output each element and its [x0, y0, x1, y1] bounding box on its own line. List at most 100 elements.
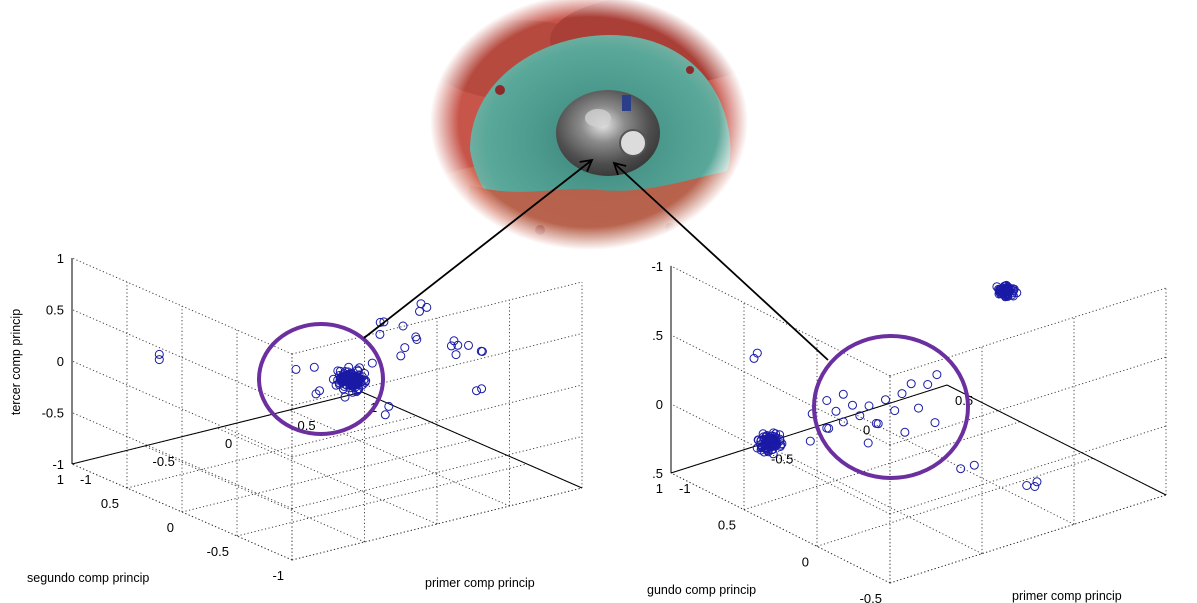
- left-y-axis-label: segundo comp princip: [27, 571, 149, 585]
- left-data-point: [154, 355, 164, 365]
- left-data-point: [360, 377, 370, 387]
- right-data-point: [824, 423, 834, 433]
- right-backwall-gridline: [889, 356, 1167, 446]
- left-data-point: [453, 340, 463, 350]
- left-data-point: [354, 370, 364, 380]
- highlight-ellipse-left: [257, 322, 385, 436]
- left-data-point: [422, 302, 432, 312]
- right-z-tick-label: -1: [651, 259, 663, 274]
- right-data-point: [900, 427, 910, 437]
- right-data-point: [1002, 289, 1012, 299]
- left-data-point: [416, 299, 426, 309]
- left-points: [154, 299, 487, 420]
- left-x-axis-label: primer comp princip: [425, 576, 535, 590]
- right-data-point: [863, 438, 873, 448]
- right-data-point: [906, 379, 916, 389]
- left-y-tick-label: 0.5: [101, 496, 119, 511]
- left-data-point: [396, 351, 406, 361]
- right-z-tick-label: 0: [656, 397, 663, 412]
- left-data-point: [400, 343, 410, 353]
- left-z-tick-label: 0.5: [46, 303, 64, 318]
- arrow-left: [363, 158, 594, 339]
- left-data-point: [311, 389, 321, 399]
- left-floor-gridline: [126, 415, 418, 489]
- right-data-point: [930, 418, 940, 428]
- right-data-point: [848, 400, 857, 410]
- left-data-point: [309, 362, 319, 372]
- right-z-tick-label: .5: [652, 328, 663, 343]
- right-data-point: [838, 389, 848, 399]
- right-y-axis-edge: [670, 384, 948, 474]
- right-data-point: [756, 436, 766, 446]
- left-sidewall-gridline: [71, 463, 293, 561]
- right-data-point: [873, 419, 883, 429]
- right-data-point: [752, 348, 762, 358]
- right-data-point: [914, 403, 923, 413]
- right-x-axis-edge: [946, 384, 1167, 496]
- left-data-point: [472, 386, 481, 396]
- left-data-point: [380, 410, 390, 420]
- left-floor-gridline: [289, 409, 510, 507]
- left-backwall-gridline: [291, 384, 583, 458]
- left-x-tick-label: -0.5: [153, 454, 175, 469]
- left-data-point: [398, 321, 408, 331]
- left-data-point: [291, 364, 301, 374]
- right-floor-gridline: [816, 457, 1094, 547]
- right-data-point: [855, 411, 865, 421]
- left-data-point: [360, 369, 370, 378]
- right-data-point: [1030, 482, 1040, 491]
- left-sidewall-gridline: [71, 309, 293, 406]
- left-data-point: [352, 365, 362, 375]
- right-data-point: [969, 460, 979, 470]
- right-y-tick-label: 0: [802, 554, 809, 569]
- left-y-axis-edge: [71, 391, 363, 465]
- right-backwall-gridline: [889, 494, 1167, 584]
- right-data-point: [890, 406, 900, 416]
- right-data-point: [864, 401, 874, 411]
- right-data-point: [1003, 282, 1013, 292]
- left-z-axis-label: tercer comp princip: [9, 309, 23, 415]
- right-data-point: [758, 442, 768, 452]
- left-data-point: [352, 387, 361, 397]
- left-tick-labels: -1-0.500.51-1-0.500.51 -1-0.500.51: [42, 251, 378, 583]
- left-data-point: [477, 347, 487, 356]
- right-data-point: [956, 464, 966, 474]
- left-floor-gridline: [144, 445, 365, 543]
- left-sidewall-gridline: [71, 257, 293, 355]
- left-data-point: [354, 385, 363, 395]
- left-data-point: [379, 317, 389, 327]
- right-tick-labels: .50.5-1-0.500.51 -1-0.500.5: [651, 259, 973, 603]
- right-data-point: [1032, 477, 1042, 487]
- left-x-axis-edge: [361, 391, 583, 489]
- right-x-tick-label: -0.5: [771, 452, 793, 467]
- left-data-point: [154, 349, 164, 359]
- right-floor-gridline: [762, 443, 983, 555]
- right-data-point: [1022, 481, 1032, 490]
- left-data-point: [345, 380, 355, 390]
- right-floor-gridline: [743, 421, 1021, 511]
- right-x-axis-label: primer comp princip: [1012, 589, 1122, 603]
- left-gridlines: [71, 257, 583, 561]
- right-data-point: [749, 353, 759, 363]
- left-backwall-gridline: [291, 333, 583, 406]
- right-data-point: [932, 370, 942, 380]
- right-sidewall-gridline: [670, 403, 891, 515]
- highlight-ellipse-right: [812, 334, 970, 480]
- left-floor-gridline: [181, 439, 473, 513]
- left-z-tick-label: -0.5: [42, 406, 64, 421]
- left-data-point: [446, 341, 456, 351]
- right-backwall-gridline: [889, 287, 1167, 377]
- right-data-point: [881, 395, 890, 405]
- left-backwall-gridline: [291, 281, 583, 355]
- left-backwall-gridline: [291, 487, 583, 561]
- left-sidewall-gridline: [71, 412, 293, 509]
- right-data-point: [831, 406, 841, 416]
- right-data-point: [805, 436, 815, 446]
- right-data-point: [838, 417, 848, 427]
- left-backwall-gridline: [291, 436, 583, 509]
- left-z-tick-label: -1: [52, 457, 64, 472]
- right-data-point: [1002, 280, 1011, 290]
- left-data-point: [328, 374, 338, 384]
- left-data-point: [477, 384, 487, 394]
